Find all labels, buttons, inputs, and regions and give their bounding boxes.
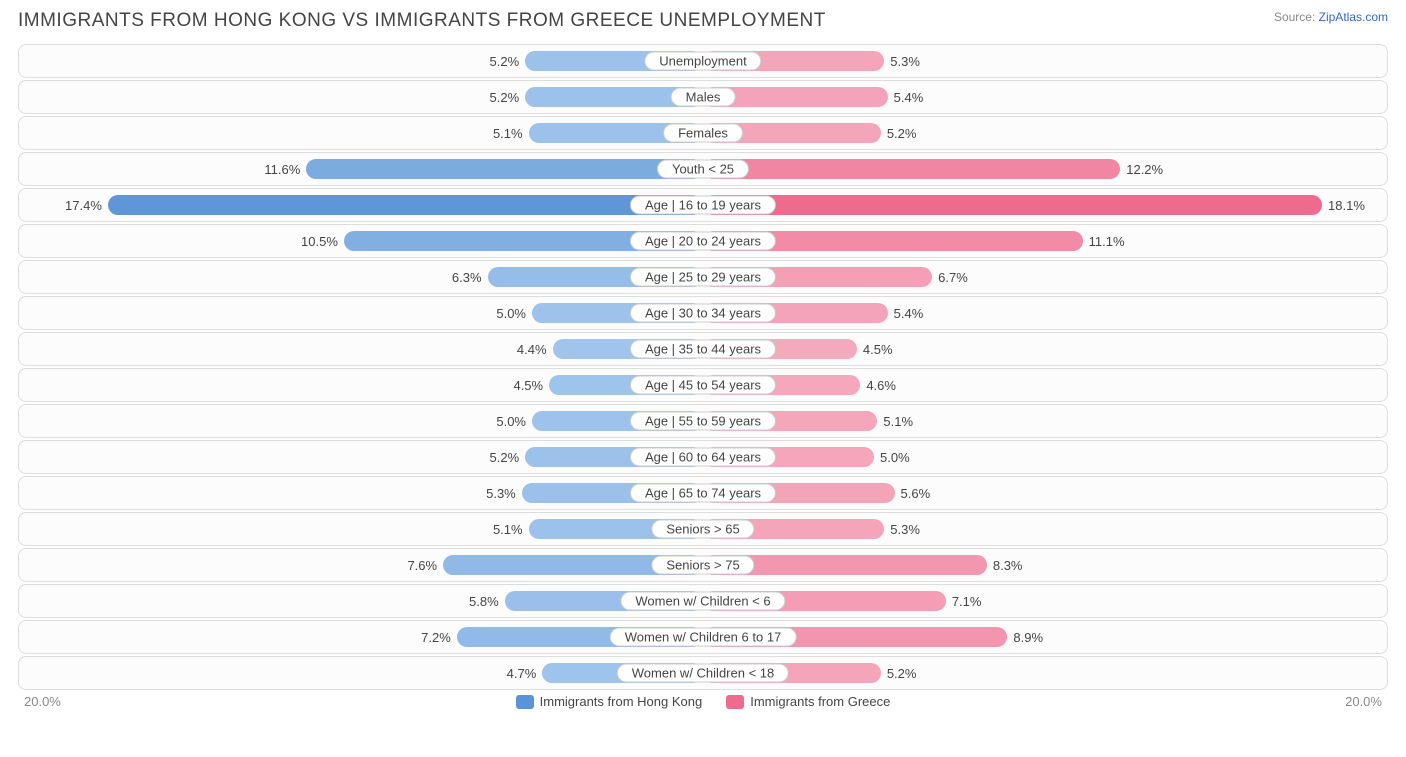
legend-swatch-right bbox=[726, 695, 744, 709]
source-label: Source: bbox=[1274, 10, 1315, 24]
bar-value-right: 18.1% bbox=[1328, 198, 1365, 213]
diverging-bar-chart: 5.2% 5.3% Unemployment 5.2% 5.4% Males 5.1% 5.2… bbox=[18, 44, 1388, 690]
category-label: Seniors > 75 bbox=[651, 556, 754, 575]
bar-value-left: 5.1% bbox=[493, 522, 523, 537]
bar-value-right: 5.1% bbox=[883, 414, 913, 429]
chart-row: 4.7% 5.2% Women w/ Children < 18 bbox=[18, 656, 1388, 690]
bar-value-right: 5.2% bbox=[887, 666, 917, 681]
bar-value-right: 4.6% bbox=[866, 378, 896, 393]
bar-value-left: 4.4% bbox=[517, 342, 547, 357]
category-label: Women w/ Children < 6 bbox=[620, 592, 785, 611]
category-label: Seniors > 65 bbox=[651, 520, 754, 539]
bar-value-right: 12.2% bbox=[1126, 162, 1163, 177]
legend-item-left: Immigrants from Hong Kong bbox=[516, 694, 703, 709]
bar-value-left: 5.3% bbox=[486, 486, 516, 501]
bar-value-right: 6.7% bbox=[938, 270, 968, 285]
bar-value-left: 5.0% bbox=[496, 306, 526, 321]
axis-right-end: 20.0% bbox=[1345, 694, 1382, 709]
chart-row: 7.2% 8.9% Women w/ Children 6 to 17 bbox=[18, 620, 1388, 654]
bar-left bbox=[306, 159, 703, 179]
bar-value-right: 7.1% bbox=[952, 594, 982, 609]
axis-left-end: 20.0% bbox=[24, 694, 61, 709]
chart-row: 5.2% 5.4% Males bbox=[18, 80, 1388, 114]
chart-row: 7.6% 8.3% Seniors > 75 bbox=[18, 548, 1388, 582]
category-label: Women w/ Children < 18 bbox=[617, 664, 789, 683]
category-label: Age | 16 to 19 years bbox=[630, 196, 776, 215]
category-label: Age | 35 to 44 years bbox=[630, 340, 776, 359]
chart-row: 11.6% 12.2% Youth < 25 bbox=[18, 152, 1388, 186]
category-label: Youth < 25 bbox=[657, 160, 749, 179]
category-label: Age | 65 to 74 years bbox=[630, 484, 776, 503]
bar-value-left: 4.7% bbox=[507, 666, 537, 681]
chart-row: 4.4% 4.5% Age | 35 to 44 years bbox=[18, 332, 1388, 366]
bar-value-right: 5.6% bbox=[901, 486, 931, 501]
bar-left bbox=[108, 195, 703, 215]
category-label: Women w/ Children 6 to 17 bbox=[610, 628, 797, 647]
bar-value-left: 5.2% bbox=[490, 450, 520, 465]
chart-row: 5.1% 5.2% Females bbox=[18, 116, 1388, 150]
bar-value-left: 5.2% bbox=[490, 90, 520, 105]
category-label: Females bbox=[663, 124, 743, 143]
chart-row: 5.0% 5.4% Age | 30 to 34 years bbox=[18, 296, 1388, 330]
bar-value-left: 7.2% bbox=[421, 630, 451, 645]
bar-value-left: 17.4% bbox=[65, 198, 102, 213]
chart-row: 10.5% 11.1% Age | 20 to 24 years bbox=[18, 224, 1388, 258]
chart-row: 5.0% 5.1% Age | 55 to 59 years bbox=[18, 404, 1388, 438]
bar-value-left: 4.5% bbox=[513, 378, 543, 393]
bar-value-right: 11.1% bbox=[1089, 234, 1125, 249]
category-label: Age | 45 to 54 years bbox=[630, 376, 776, 395]
bar-value-left: 5.2% bbox=[490, 54, 520, 69]
chart-row: 5.8% 7.1% Women w/ Children < 6 bbox=[18, 584, 1388, 618]
bar-value-left: 5.0% bbox=[496, 414, 526, 429]
chart-row: 5.2% 5.3% Unemployment bbox=[18, 44, 1388, 78]
chart-row: 4.5% 4.6% Age | 45 to 54 years bbox=[18, 368, 1388, 402]
legend: Immigrants from Hong Kong Immigrants fro… bbox=[516, 694, 891, 709]
bar-right bbox=[703, 195, 1322, 215]
category-label: Males bbox=[671, 88, 736, 107]
legend-label-left: Immigrants from Hong Kong bbox=[540, 694, 703, 709]
bar-value-right: 4.5% bbox=[863, 342, 893, 357]
bar-value-left: 6.3% bbox=[452, 270, 482, 285]
legend-label-right: Immigrants from Greece bbox=[750, 694, 890, 709]
bar-value-left: 5.1% bbox=[493, 126, 523, 141]
bar-value-right: 5.3% bbox=[890, 54, 920, 69]
bar-value-right: 5.0% bbox=[880, 450, 910, 465]
bar-value-right: 5.4% bbox=[894, 90, 924, 105]
page-title: IMMIGRANTS FROM HONG KONG VS IMMIGRANTS … bbox=[18, 10, 826, 32]
bar-value-left: 5.8% bbox=[469, 594, 499, 609]
bar-value-left: 11.6% bbox=[264, 162, 300, 177]
legend-swatch-left bbox=[516, 695, 534, 709]
category-label: Age | 30 to 34 years bbox=[630, 304, 776, 323]
bar-value-right: 8.9% bbox=[1013, 630, 1043, 645]
category-label: Age | 25 to 29 years bbox=[630, 268, 776, 287]
chart-row: 5.1% 5.3% Seniors > 65 bbox=[18, 512, 1388, 546]
chart-row: 6.3% 6.7% Age | 25 to 29 years bbox=[18, 260, 1388, 294]
category-label: Age | 55 to 59 years bbox=[630, 412, 776, 431]
category-label: Age | 60 to 64 years bbox=[630, 448, 776, 467]
bar-value-right: 5.3% bbox=[890, 522, 920, 537]
bar-value-right: 5.2% bbox=[887, 126, 917, 141]
source-attribution: Source: ZipAtlas.com bbox=[1274, 10, 1388, 24]
bar-value-right: 5.4% bbox=[894, 306, 924, 321]
category-label: Age | 20 to 24 years bbox=[630, 232, 776, 251]
chart-row: 17.4% 18.1% Age | 16 to 19 years bbox=[18, 188, 1388, 222]
source-link[interactable]: ZipAtlas.com bbox=[1319, 10, 1388, 24]
bar-value-left: 7.6% bbox=[407, 558, 437, 573]
bar-value-right: 8.3% bbox=[993, 558, 1023, 573]
bar-value-left: 10.5% bbox=[301, 234, 338, 249]
bar-right bbox=[703, 159, 1120, 179]
chart-row: 5.2% 5.0% Age | 60 to 64 years bbox=[18, 440, 1388, 474]
category-label: Unemployment bbox=[644, 52, 761, 71]
chart-row: 5.3% 5.6% Age | 65 to 74 years bbox=[18, 476, 1388, 510]
legend-item-right: Immigrants from Greece bbox=[726, 694, 890, 709]
